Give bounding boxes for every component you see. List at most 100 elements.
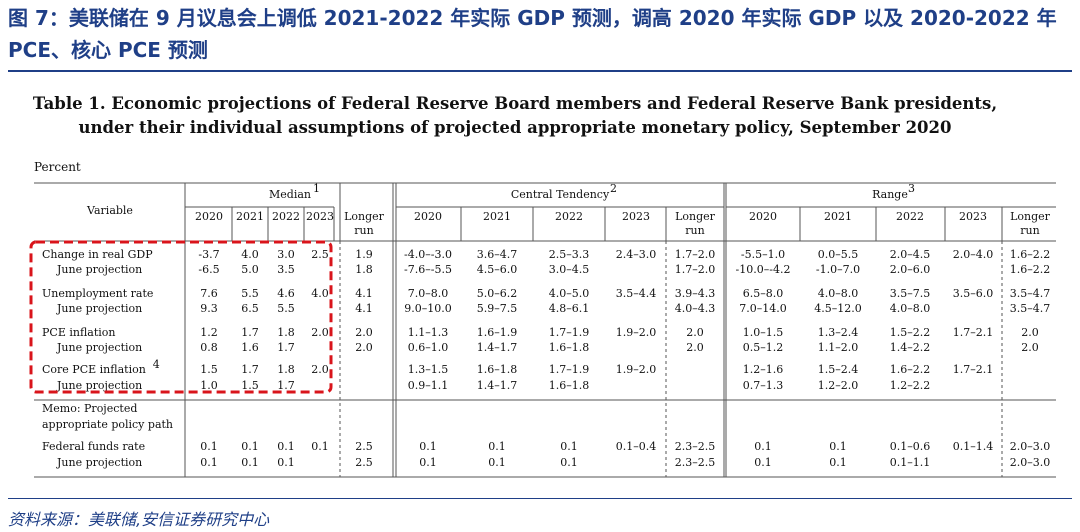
central-tendency-cell: 3.6–4.7 — [477, 248, 518, 261]
central-tendency-cell: 1.6–1.9 — [477, 326, 518, 339]
table-title-line-1: Table 1. Economic projections of Federal… — [32, 94, 998, 113]
median-cell: -6.5 — [198, 263, 219, 276]
range-cell: 4.5–12.0 — [814, 302, 862, 315]
ct-longer-run-header: run — [685, 224, 704, 237]
central-tendency-cell: 1.6–1.8 — [477, 363, 518, 376]
range-year-header: 2022 — [896, 210, 924, 223]
range-cell: 0.1–1.1 — [890, 456, 931, 469]
range-cell: 1.4–2.2 — [890, 341, 931, 354]
median-cell: 2.0 — [355, 326, 373, 339]
memo-label: Memo: Projected — [42, 402, 137, 415]
row-label: Core PCE inflation — [42, 363, 146, 376]
median-cell: 0.1 — [241, 456, 259, 469]
group-header: Central Tendency — [511, 188, 610, 201]
range-cell: 0.1 — [829, 440, 847, 453]
central-tendency-cell: 1.3–1.5 — [408, 363, 449, 376]
central-tendency-cell: 0.6–1.0 — [408, 341, 449, 354]
median-cell: 1.0 — [200, 379, 218, 392]
row-label: Unemployment rate — [42, 287, 153, 300]
memo-label: appropriate policy path — [42, 418, 173, 431]
projections-table: Variable Median 1 Central Tendency 2 Range 3 20… — [29, 182, 1056, 478]
central-tendency-cell: 9.0–10.0 — [404, 302, 452, 315]
central-tendency-cell: 1.7–1.9 — [549, 326, 590, 339]
range-cell: 2.0–3.0 — [1010, 440, 1051, 453]
central-tendency-cell: -4.0–-3.0 — [404, 248, 452, 261]
range-cell: 0.1 — [754, 440, 772, 453]
median-cell: 3.0 — [277, 248, 295, 261]
median-cell: 1.5 — [241, 379, 259, 392]
ct-year-header: 2023 — [622, 210, 650, 223]
range-cell: 0.1–1.4 — [953, 440, 994, 453]
median-cell: 4.0 — [311, 287, 329, 300]
central-tendency-cell: 1.1–1.3 — [408, 326, 449, 339]
range-cell: -5.5–1.0 — [741, 248, 785, 261]
central-tendency-cell: 4.0–5.0 — [549, 287, 590, 300]
median-cell: 2.5 — [355, 440, 373, 453]
range-cell: 1.5–2.2 — [890, 326, 931, 339]
row-label: June projection — [56, 341, 142, 354]
central-tendency-cell: 4.8–6.1 — [549, 302, 590, 315]
range-cell: 7.0–14.0 — [739, 302, 787, 315]
ct-year-header: 2021 — [483, 210, 511, 223]
range-cell: -10.0–-4.2 — [736, 263, 791, 276]
row-label: June projection — [56, 263, 142, 276]
median-cell: 2.0 — [355, 341, 373, 354]
central-tendency-cell: 1.6–1.8 — [549, 379, 590, 392]
range-cell: 2.0–4.5 — [890, 248, 931, 261]
figure-title: 图 7：美联储在 9 月议息会上调低 2021-2022 年实际 GDP 预测，… — [8, 6, 1057, 62]
range-cell: 1.2–1.6 — [743, 363, 784, 376]
median-cell: 2.5 — [355, 456, 373, 469]
central-tendency-cell: 1.9–2.0 — [616, 326, 657, 339]
ct-year-header: 2022 — [555, 210, 583, 223]
range-cell: 1.2–2.0 — [818, 379, 859, 392]
median-cell: 4.0 — [241, 248, 259, 261]
central-tendency-cell: 0.1 — [419, 440, 437, 453]
range-cell: 1.6–2.2 — [890, 363, 931, 376]
central-tendency-cell: 1.9–2.0 — [616, 363, 657, 376]
central-tendency-cell: 0.1 — [560, 440, 578, 453]
range-cell: 1.5–2.4 — [818, 363, 859, 376]
central-tendency-cell: 5.9–7.5 — [477, 302, 518, 315]
ct-longer-run-header: Longer — [675, 210, 716, 223]
median-cell: 2.0 — [311, 326, 329, 339]
median-cell: 1.7 — [241, 363, 259, 376]
group-header: Median — [269, 188, 311, 201]
central-tendency-cell: 0.1 — [419, 456, 437, 469]
central-tendency-cell: 2.4–3.0 — [616, 248, 657, 261]
range-cell: 2.0–4.0 — [953, 248, 994, 261]
range-cell: 1.3–2.4 — [818, 326, 859, 339]
central-tendency-cell: 2.3–2.5 — [675, 456, 716, 469]
range-cell: 2.0 — [1021, 341, 1039, 354]
median-cell: -3.7 — [198, 248, 219, 261]
central-tendency-cell: 1.6–1.8 — [549, 341, 590, 354]
central-tendency-cell: 1.7–2.0 — [675, 263, 716, 276]
central-tendency-cell: 4.5–6.0 — [477, 263, 518, 276]
median-cell: 6.5 — [241, 302, 259, 315]
range-year-header: 2023 — [959, 210, 987, 223]
median-cell: 0.1 — [200, 456, 218, 469]
central-tendency-cell: 7.0–8.0 — [408, 287, 449, 300]
central-tendency-cell: 3.5–4.4 — [616, 287, 657, 300]
range-cell: 2.0–3.0 — [1010, 456, 1051, 469]
median-year-header: 2020 — [195, 210, 223, 223]
table-title: Table 1. Economic projections of Federal… — [0, 92, 1030, 140]
central-tendency-cell: 4.0–4.3 — [675, 302, 716, 315]
range-longer-run-header: run — [1020, 224, 1039, 237]
group-header-footnote: 3 — [908, 182, 915, 195]
median-cell: 4.1 — [355, 302, 373, 315]
median-cell: 7.6 — [200, 287, 218, 300]
median-cell: 1.5 — [200, 363, 218, 376]
ct-year-header: 2020 — [414, 210, 442, 223]
range-cell: 0.1 — [754, 456, 772, 469]
range-cell: 3.5–7.5 — [890, 287, 931, 300]
median-year-header: 2022 — [272, 210, 300, 223]
median-longer-run-header: Longer — [344, 210, 385, 223]
group-header-footnote: 2 — [610, 182, 617, 195]
group-header-footnote: 1 — [313, 182, 320, 195]
range-cell: 4.0–8.0 — [818, 287, 859, 300]
central-tendency-cell: 0.1–0.4 — [616, 440, 657, 453]
median-cell: 5.0 — [241, 263, 259, 276]
median-cell: 5.5 — [277, 302, 295, 315]
range-cell: 4.0–8.0 — [890, 302, 931, 315]
range-cell: 0.7–1.3 — [743, 379, 784, 392]
